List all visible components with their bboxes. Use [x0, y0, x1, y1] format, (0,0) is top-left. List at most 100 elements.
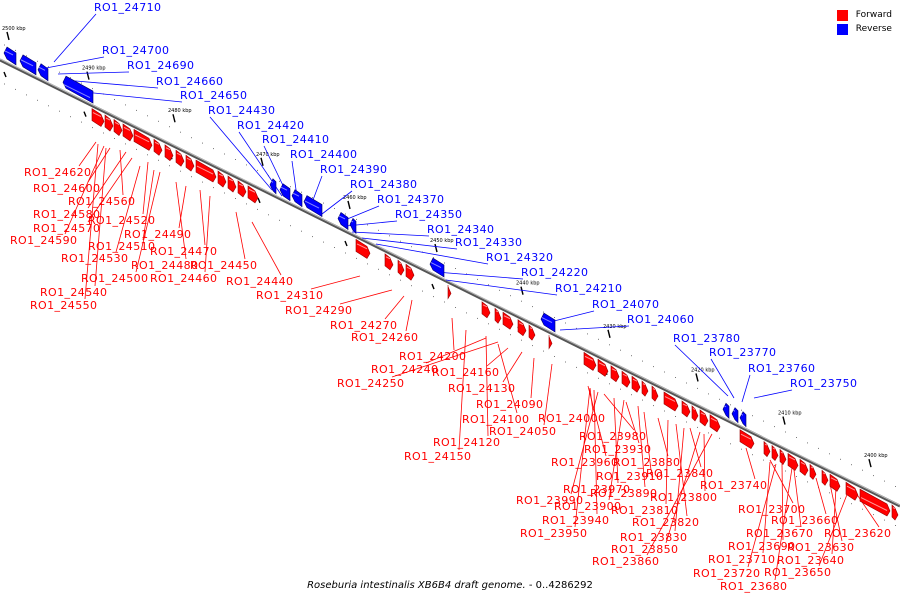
scale-dot: [213, 187, 214, 189]
forward-gene-label: RO1_24590: [10, 234, 77, 247]
forward-gene: [621, 370, 631, 388]
forward-gene-label: RO1_23800: [650, 491, 717, 504]
kbp-tick-upper: [868, 458, 872, 468]
gene-highlight: [92, 112, 102, 117]
gene-highlight: [740, 433, 752, 440]
forward-leader: [593, 389, 598, 515]
forward-gene-label: RO1_24200: [399, 350, 466, 363]
scale-dot: [378, 268, 379, 270]
forward-leader: [94, 147, 107, 287]
forward-gene-label: RO1_24100: [462, 413, 529, 426]
scale-dot: [631, 355, 632, 357]
gene-highlight: [280, 186, 288, 191]
forward-leader: [747, 463, 777, 568]
forward-gene-label: RO1_24480: [131, 259, 198, 272]
scale-dot: [279, 219, 280, 221]
forward-leader: [485, 335, 489, 437]
forward-leader: [135, 171, 161, 273]
reverse-gene: [303, 195, 323, 218]
scale-dot: [653, 366, 654, 368]
kbp-ticks: 2500 kbp 2490 kbp 2480 kbp 2470 kbp 2460 kbp…: [2, 26, 888, 505]
scale-dot: [598, 377, 599, 379]
legend-reverse: Reverse: [836, 22, 892, 36]
forward-gene-label: RO1_24260: [351, 331, 418, 344]
scale-dot: [48, 105, 49, 107]
reverse-gene: [739, 411, 747, 428]
reverse-leader: [559, 325, 630, 331]
scale-dot: [169, 165, 170, 167]
scale-dot: [521, 300, 522, 302]
scale-dot: [4, 83, 5, 85]
gene-highlight: [350, 220, 354, 223]
gene-highlight: [822, 472, 826, 475]
scale-dot: [290, 225, 291, 227]
forward-gene: [691, 405, 699, 422]
forward-gene-label: RO1_24560: [68, 195, 135, 208]
scale-dot: [708, 432, 709, 434]
gene-highlight: [642, 383, 646, 386]
reverse-swatch: [836, 23, 848, 35]
forward-gene-label: RO1_24120: [433, 436, 500, 449]
forward-gene-label: RO1_23620: [824, 527, 891, 540]
reverse-leader: [83, 91, 183, 103]
scale-dot: [147, 154, 148, 156]
forward-leader: [251, 221, 282, 276]
reverse-leader: [375, 243, 489, 265]
scale-dot: [576, 327, 577, 329]
kbp-tick-upper: [607, 329, 611, 338]
forward-gene-label: RO1_24530: [61, 252, 128, 265]
forward-leader: [762, 461, 771, 554]
forward-leader: [674, 427, 685, 532]
gene-highlight: [123, 126, 131, 131]
forward-gene: [548, 335, 553, 350]
forward-gene: [384, 253, 394, 271]
reverse-gene-label: RO1_24660: [156, 75, 223, 88]
scale-dot: [279, 180, 280, 182]
gene-labels: RO1_24710RO1_24700RO1_24690RO1_24660RO1_…: [10, 1, 891, 593]
forward-gene: [763, 440, 771, 458]
kbp-tick-upper: [782, 416, 786, 425]
reverse-leader: [710, 358, 735, 399]
scale-dot: [433, 257, 434, 259]
forward-gene-label: RO1_24580: [33, 208, 100, 221]
gene-highlight: [482, 304, 488, 308]
scale-dot: [675, 416, 676, 417]
reverse-leader: [741, 374, 751, 403]
forward-gene-label: RO1_23740: [700, 479, 767, 492]
scale-dot: [862, 508, 863, 510]
reverse-gene-label: RO1_24690: [127, 59, 194, 72]
scale-dot: [620, 388, 621, 390]
forward-gene: [859, 488, 891, 517]
scale-dot: [829, 453, 830, 455]
forward-gene-label: RO1_23810: [611, 504, 678, 517]
forward-gene-label: RO1_23890: [590, 487, 657, 500]
gene-highlight: [772, 447, 776, 450]
scale-dot: [312, 197, 313, 199]
scale-dot: [565, 361, 566, 363]
scale-dot: [125, 143, 126, 145]
scale-dot: [257, 169, 258, 171]
gene-highlight: [20, 59, 34, 67]
scale-dot: [59, 71, 60, 73]
scale-dot: [81, 82, 82, 84]
forward-gene-label: RO1_24440: [226, 275, 293, 288]
scale-dot: [334, 247, 335, 248]
scale-dot: [466, 273, 467, 275]
reverse-gene: [19, 54, 37, 76]
forward-gene: [610, 365, 620, 383]
scale-dot: [752, 454, 753, 456]
scale-dot: [477, 278, 478, 280]
gene-highlight: [134, 134, 150, 143]
forward-gene: [175, 149, 185, 167]
gene-highlight: [518, 322, 524, 326]
scale-dot: [15, 88, 16, 90]
reverse-leader: [63, 79, 159, 89]
scale-dot: [400, 279, 401, 281]
reverse-gene-label: RO1_24320: [486, 251, 553, 264]
forward-gene: [771, 444, 779, 461]
gene-highlight: [398, 262, 402, 265]
forward-gene-label: RO1_23720: [693, 567, 760, 580]
forward-gene-label: RO1_23710: [708, 553, 775, 566]
reverse-gene-label: RO1_24350: [395, 208, 462, 221]
scale-dot: [389, 235, 390, 237]
